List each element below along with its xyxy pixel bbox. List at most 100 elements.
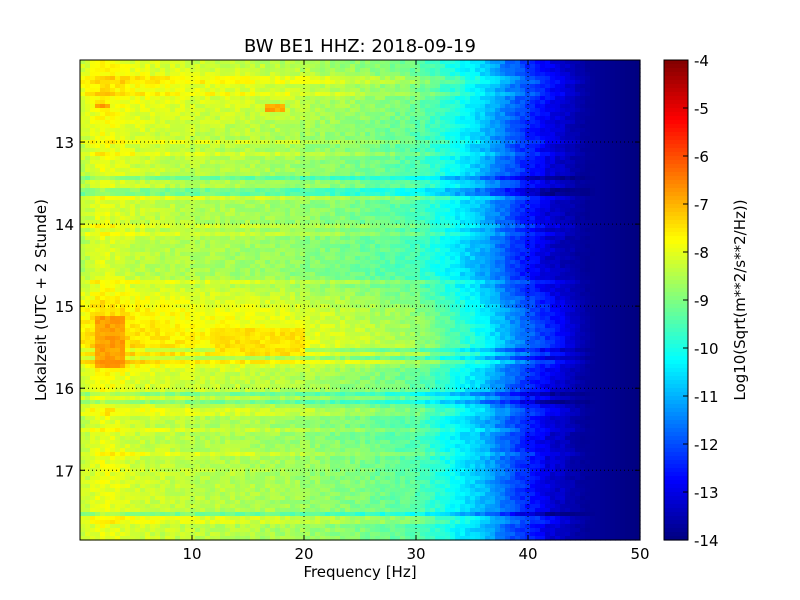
heatmap-cell [330,68,336,73]
heatmap-cell [320,92,326,97]
heatmap-cell [280,208,286,213]
heatmap-cell [165,200,171,205]
heatmap-cell [635,148,641,153]
heatmap-cell [525,116,531,121]
heatmap-cell [605,184,611,189]
heatmap-cell [500,124,506,129]
heatmap-cell [455,192,461,197]
heatmap-cell [95,100,101,105]
heatmap-cell [585,164,591,169]
heatmap-cell [355,92,361,97]
heatmap-cell [340,88,346,93]
heatmap-cell [260,204,266,209]
heatmap-cell [575,228,581,233]
heatmap-cell [480,124,486,129]
heatmap-cell [155,168,161,173]
heatmap-cell [235,180,241,185]
heatmap-cell [475,128,481,133]
heatmap-cell [440,200,446,205]
heatmap-cell [330,148,336,153]
heatmap-cell [335,164,341,169]
heatmap-cell [630,232,636,237]
heatmap-cell [175,216,181,221]
heatmap-cell [250,216,256,221]
heatmap-cell [370,224,376,229]
heatmap-cell [235,220,241,225]
heatmap-cell [210,128,216,133]
heatmap-cell [105,236,111,241]
heatmap-cell [470,96,476,101]
heatmap-cell [555,112,561,117]
heatmap-cell [100,156,106,161]
heatmap-cell [450,76,456,81]
heatmap-cell [560,132,566,137]
heatmap-cell [180,100,186,105]
heatmap-cell [630,136,636,141]
heatmap-cell [165,76,171,81]
heatmap-cell [270,184,276,189]
heatmap-cell [170,108,176,113]
heatmap-cell [395,140,401,145]
heatmap-cell [325,112,331,117]
heatmap-cell [270,204,276,209]
heatmap-cell [305,64,311,69]
heatmap-cell [395,224,401,229]
heatmap-cell [270,144,276,149]
heatmap-cell [215,76,221,81]
heatmap-cell [370,212,376,217]
heatmap-cell [300,108,306,113]
heatmap-cell [300,100,306,105]
heatmap-cell [535,228,541,233]
heatmap-cell [335,188,341,193]
heatmap-cell [175,120,181,125]
heatmap-cell [600,176,606,181]
heatmap-cell [360,200,366,205]
heatmap-cell [350,212,356,217]
heatmap-cell [365,228,371,233]
heatmap-cell [370,132,376,137]
heatmap-cell [570,180,576,185]
heatmap-cell [570,68,576,73]
heatmap-cell [485,64,491,69]
heatmap-cell [270,124,276,129]
heatmap-cell [435,216,441,221]
heatmap-cell [450,124,456,129]
heatmap-cell [115,236,121,241]
heatmap-cell [180,60,186,65]
heatmap-cell [500,184,506,189]
heatmap-cell [425,192,431,197]
heatmap-cell [85,200,91,205]
heatmap-cell [180,80,186,85]
heatmap-cell [450,176,456,181]
heatmap-cell [590,180,596,185]
heatmap-cell [550,60,556,65]
heatmap-cell [170,92,176,97]
heatmap-cell [130,180,136,185]
heatmap-cell [505,216,511,221]
heatmap-cell [115,228,121,233]
heatmap-cell [170,164,176,169]
heatmap-cell [125,176,131,181]
heatmap-cell [610,152,616,157]
heatmap-cell [85,204,91,209]
heatmap-cell [135,172,141,177]
heatmap-cell [585,88,591,93]
heatmap-cell [520,196,526,201]
heatmap-cell [285,188,291,193]
heatmap-cell [595,116,601,121]
heatmap-cell [290,168,296,173]
heatmap-cell [205,184,211,189]
heatmap-cell [310,212,316,217]
heatmap-cell [375,232,381,237]
heatmap-cell [270,176,276,181]
heatmap-cell [520,64,526,69]
heatmap-cell [280,60,286,65]
heatmap-cell [550,100,556,105]
heatmap-cell [595,92,601,97]
heatmap-cell [475,96,481,101]
heatmap-cell [225,136,231,141]
heatmap-cell [205,136,211,141]
heatmap-cell [415,212,421,217]
heatmap-cell [560,72,566,77]
heatmap-cell [590,216,596,221]
